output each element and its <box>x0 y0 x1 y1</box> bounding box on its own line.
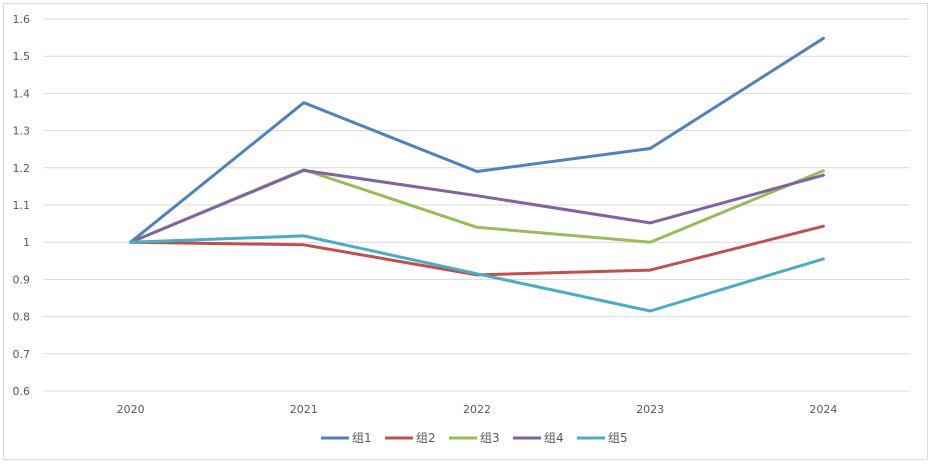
y-axis-tick-labels: 0.6 0.7 0.8 0.9 1 1.1 1.2 1.3 1.4 1.5 1.6 <box>13 13 31 398</box>
y-tick-label: 0.8 <box>13 311 31 324</box>
x-tick-label: 2021 <box>290 403 318 416</box>
series-line-3 <box>129 168 825 244</box>
series-line-2 <box>129 224 825 277</box>
series-lines <box>129 36 825 313</box>
y-tick-label: 1.5 <box>13 50 31 63</box>
series-line-5 <box>129 234 825 313</box>
y-tick-label: 0.9 <box>13 273 31 286</box>
series-line-1 <box>129 36 825 244</box>
x-tick-label: 2022 <box>463 403 491 416</box>
x-tick-label: 2020 <box>117 403 145 416</box>
legend-label: 组2 <box>416 431 436 445</box>
y-tick-label: 1.6 <box>13 13 31 26</box>
y-tick-label: 0.6 <box>13 385 31 398</box>
legend-label: 组3 <box>480 431 500 445</box>
y-tick-label: 1.1 <box>13 199 31 212</box>
y-tick-label: 0.7 <box>13 348 31 361</box>
legend-label: 组5 <box>608 431 628 445</box>
x-tick-label: 2023 <box>636 403 664 416</box>
gridlines <box>44 18 910 392</box>
y-tick-label: 1.3 <box>13 125 31 138</box>
legend: 组1 组2 组3 组4 组5 <box>321 431 628 445</box>
series-line-4 <box>129 168 825 244</box>
legend-label: 组1 <box>352 431 372 445</box>
x-axis-tick-labels: 2020 2021 2022 2023 2024 <box>117 403 838 416</box>
y-tick-label: 1 <box>23 236 30 249</box>
y-tick-label: 1.4 <box>13 87 31 100</box>
y-tick-label: 1.2 <box>13 162 31 175</box>
legend-label: 组4 <box>544 431 564 445</box>
x-tick-label: 2024 <box>809 403 837 416</box>
